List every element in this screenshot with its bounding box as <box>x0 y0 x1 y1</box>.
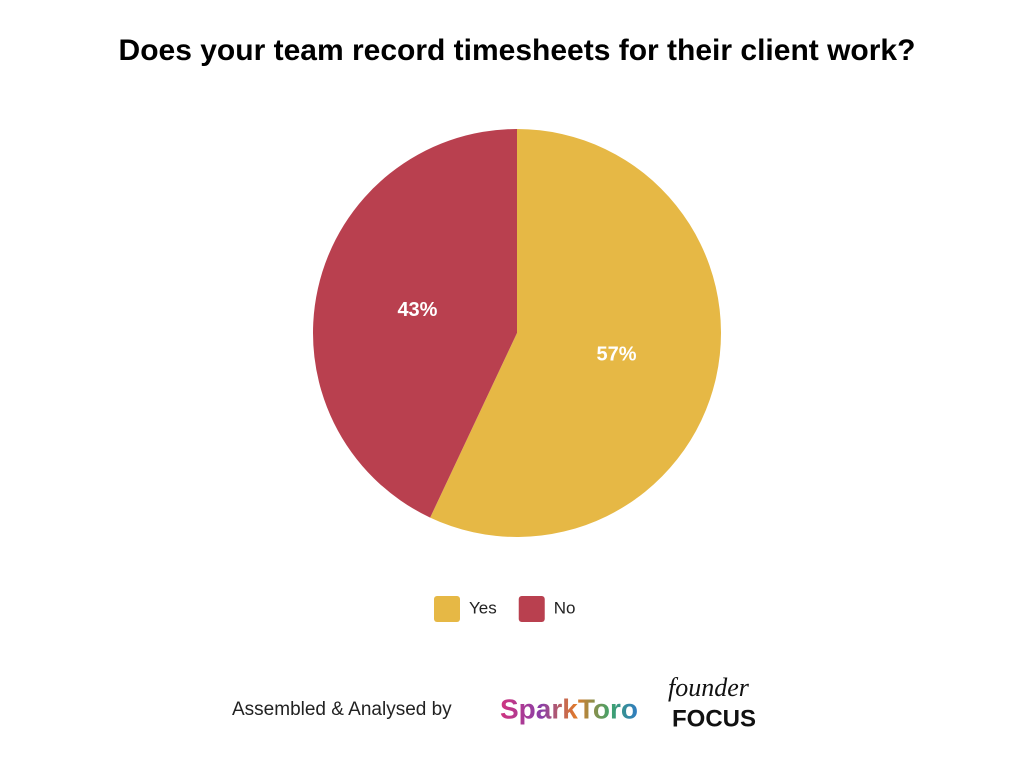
value-label: 57% <box>597 344 637 366</box>
legend: Yes No <box>434 596 575 622</box>
pie: 57% 43% <box>312 129 722 537</box>
legend-label: Yes <box>469 598 497 617</box>
pie-slice <box>312 129 517 518</box>
pie-slice <box>430 129 722 537</box>
chart-title: Does your team record timesheets for the… <box>119 34 916 67</box>
legend-swatch <box>518 596 545 622</box>
legend-label: No <box>554 598 576 617</box>
legend-swatch <box>434 596 460 622</box>
logo-focus: FOCUS <box>672 705 756 732</box>
value-label: 43% <box>397 299 437 321</box>
logo-founder: founder <box>668 673 750 702</box>
logo-sparktoro: SparkToro <box>500 693 638 724</box>
footer-text: Assembled & Analysed by <box>232 699 452 720</box>
